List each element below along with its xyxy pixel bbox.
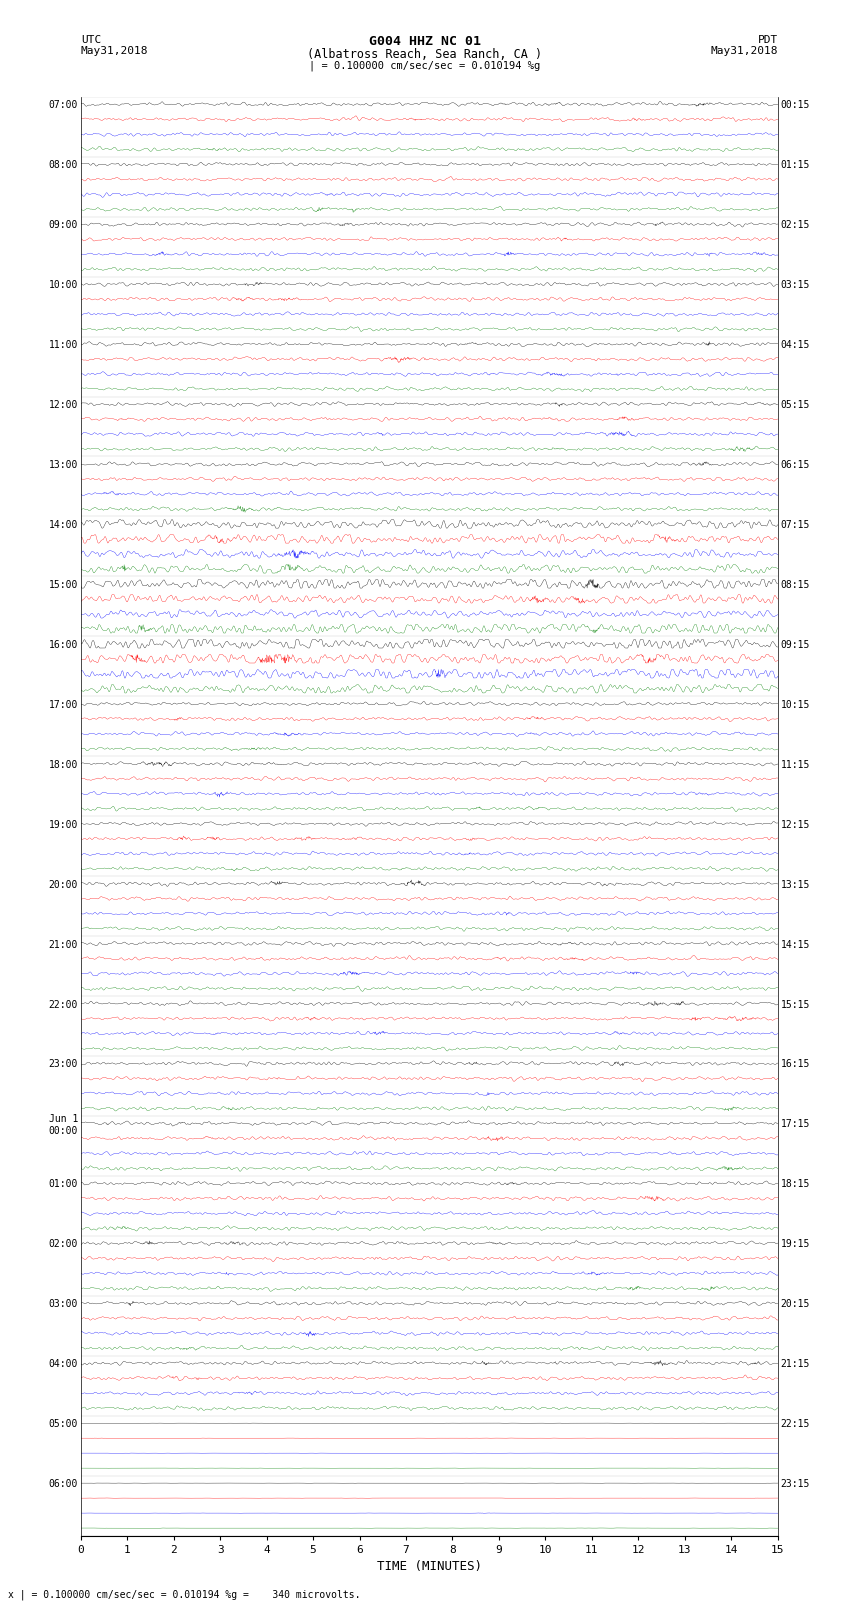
Text: May31,2018: May31,2018 (81, 45, 148, 56)
Text: | = 0.100000 cm/sec/sec = 0.010194 %g: | = 0.100000 cm/sec/sec = 0.010194 %g (309, 60, 541, 71)
Text: UTC: UTC (81, 35, 101, 45)
Text: May31,2018: May31,2018 (711, 45, 778, 56)
X-axis label: TIME (MINUTES): TIME (MINUTES) (377, 1560, 482, 1573)
Text: G004 HHZ NC 01: G004 HHZ NC 01 (369, 35, 481, 48)
Text: PDT: PDT (757, 35, 778, 45)
Text: x | = 0.100000 cm/sec/sec = 0.010194 %g =    340 microvolts.: x | = 0.100000 cm/sec/sec = 0.010194 %g … (8, 1589, 361, 1600)
Text: (Albatross Reach, Sea Ranch, CA ): (Albatross Reach, Sea Ranch, CA ) (308, 47, 542, 61)
